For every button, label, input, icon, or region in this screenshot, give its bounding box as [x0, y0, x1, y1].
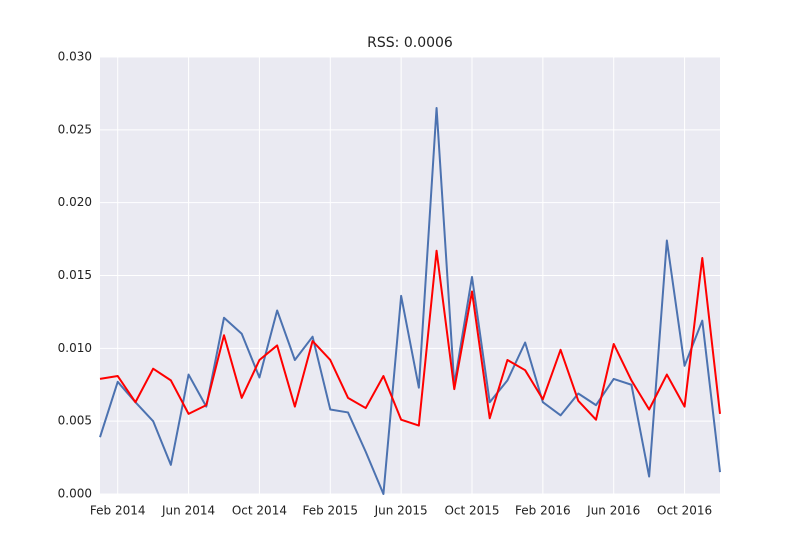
x-tick-label: Feb 2015 — [302, 504, 358, 518]
x-tick-label: Oct 2014 — [232, 504, 287, 518]
y-tick-label: 0.020 — [58, 195, 92, 209]
x-tick-label: Oct 2016 — [657, 504, 712, 518]
chart-title: RSS: 0.0006 — [367, 35, 453, 51]
y-tick-label: 0.015 — [58, 268, 92, 282]
line — [99, 249, 721, 427]
y-tick-label: 0.010 — [58, 341, 92, 355]
y-tick-label: 0.030 — [58, 50, 92, 64]
x-tick-label: Feb 2016 — [515, 504, 571, 518]
x-tick-label: Jun 2016 — [586, 504, 640, 518]
y-tick-label: 0.000 — [58, 487, 92, 501]
y-tick-label: 0.025 — [58, 122, 92, 136]
x-tick-label: Feb 2014 — [90, 504, 146, 518]
x-tick-label: Jun 2015 — [374, 504, 428, 518]
line — [99, 106, 721, 495]
x-tick-label: Oct 2015 — [444, 504, 499, 518]
y-tick-label: 0.005 — [58, 414, 92, 428]
x-tick-label: Jun 2014 — [161, 504, 215, 518]
